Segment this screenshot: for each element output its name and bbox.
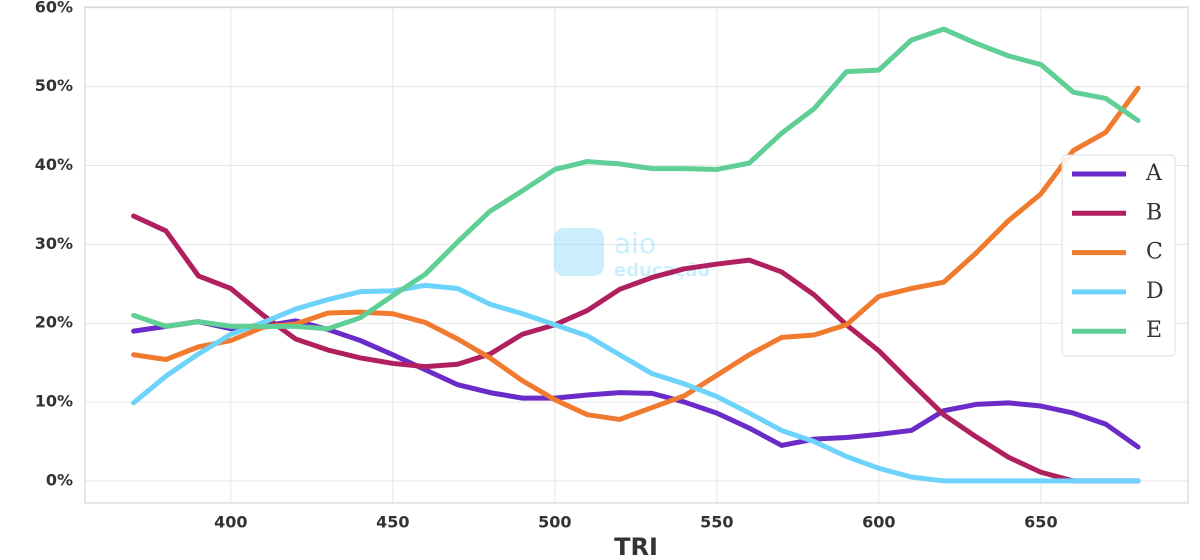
legend-label: B — [1146, 200, 1162, 225]
x-tick-label: 600 — [862, 513, 895, 532]
x-tick-label: 550 — [700, 513, 733, 532]
x-axis-label: TRI — [614, 533, 658, 560]
x-tick-label: 650 — [1024, 513, 1057, 532]
watermark-text: educação — [614, 260, 710, 281]
plot-frame — [84, 6, 1189, 504]
y-tick-label: 50% — [35, 76, 73, 95]
watermark: aio educação — [554, 227, 710, 281]
legend-label: D — [1146, 279, 1164, 304]
legend-label: E — [1146, 318, 1162, 343]
watermark-text: aio — [614, 227, 656, 260]
watermark-logo — [554, 228, 604, 276]
y-tick-label: 30% — [35, 234, 73, 253]
x-tick-label: 500 — [538, 513, 571, 532]
x-tick-label: 400 — [214, 513, 247, 532]
series-line — [131, 282, 1141, 484]
y-tick-label: 60% — [35, 0, 73, 16]
legend-box — [1061, 154, 1176, 357]
series-line — [131, 26, 1141, 332]
legend-label: C — [1146, 240, 1163, 265]
legend-label: A — [1145, 161, 1163, 186]
x-tick-label: 450 — [376, 513, 409, 532]
series-line — [131, 85, 1141, 422]
y-tick-label: 10% — [35, 392, 73, 411]
series-line — [131, 318, 1141, 450]
series-line — [131, 213, 1141, 484]
y-tick-label: 20% — [35, 313, 73, 332]
y-tick-label: 0% — [46, 470, 73, 489]
y-tick-label: 40% — [35, 155, 73, 174]
